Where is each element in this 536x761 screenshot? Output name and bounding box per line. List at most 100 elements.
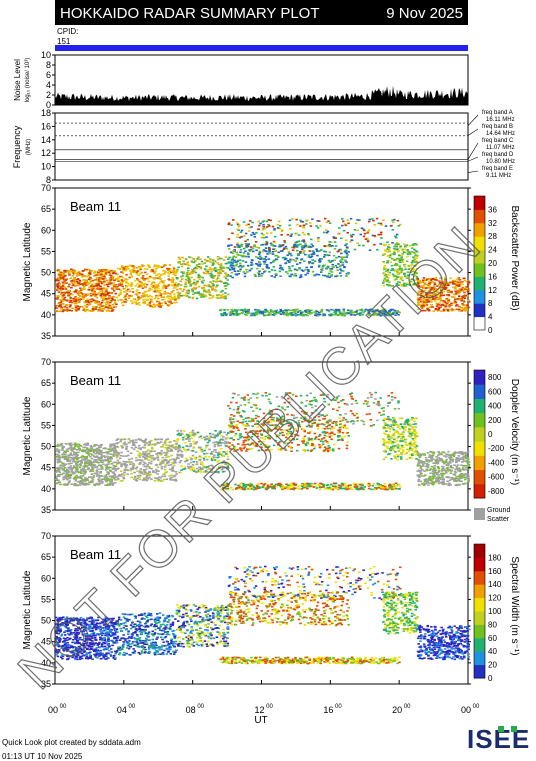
scatter-cell <box>383 272 386 275</box>
scatter-cell <box>129 273 133 275</box>
scatter-cell <box>180 295 183 297</box>
scatter-cell <box>194 451 198 453</box>
scatter-cell <box>301 231 305 234</box>
scatter-cell <box>84 477 87 479</box>
scatter-cell <box>393 218 396 221</box>
scatter-cell <box>106 302 110 304</box>
scatter-cell <box>272 248 275 250</box>
scatter-cell <box>380 231 383 234</box>
scatter-cell <box>187 463 190 465</box>
scatter-cell <box>121 285 124 288</box>
scatter-cell <box>444 277 447 279</box>
scatter-cell <box>166 267 169 270</box>
scatter-cell <box>176 284 180 287</box>
scatter-cell <box>336 436 340 438</box>
scatter-cell <box>65 477 68 479</box>
scatter-cell <box>227 248 231 250</box>
scatter-cell <box>310 312 314 314</box>
scatter-cell <box>264 259 268 261</box>
scatter-cell <box>173 474 177 477</box>
scatter-cell <box>366 232 369 234</box>
scatter-cell <box>111 298 115 301</box>
scatter-cell <box>167 292 170 295</box>
scatter-cell <box>280 429 283 431</box>
scatter-cell <box>81 458 84 461</box>
scatter-cell <box>290 233 293 235</box>
scatter-cell <box>142 455 145 458</box>
scatter-cell <box>87 476 91 478</box>
scatter-cell <box>309 312 313 314</box>
scatter-cell <box>156 455 160 457</box>
scatter-cell <box>105 306 108 309</box>
scatter-cell <box>90 293 94 295</box>
scatter-cell <box>247 223 250 226</box>
scatter-cell <box>463 310 467 312</box>
scatter-cell <box>322 431 325 434</box>
scatter-cell <box>397 281 400 283</box>
scatter-cell <box>60 293 63 296</box>
scatter-cell <box>132 466 135 468</box>
scatter-cell <box>199 293 202 295</box>
scatter-cell <box>120 465 123 468</box>
scatter-cell <box>90 465 93 467</box>
scatter-cell <box>135 441 138 444</box>
scatter-cell <box>203 436 206 438</box>
scatter-cell <box>95 473 99 475</box>
scatter-cell <box>59 301 62 304</box>
scatter-cell <box>187 292 190 295</box>
scatter-cell <box>133 476 137 479</box>
scatter-cell <box>98 453 101 455</box>
scatter-cell <box>110 307 113 309</box>
scatter-cell <box>290 447 293 449</box>
scatter-cell <box>325 254 329 256</box>
scatter-cell <box>224 277 228 280</box>
scatter-cell <box>229 313 233 315</box>
scatter-cell <box>77 270 81 273</box>
scatter-cell <box>436 285 439 287</box>
scatter-cell <box>236 223 240 226</box>
scatter-cell <box>205 291 208 293</box>
scatter-cell <box>327 309 330 312</box>
scatter-cell <box>105 269 109 271</box>
scatter-cell <box>299 310 302 312</box>
scatter-cell <box>218 453 221 455</box>
scatter-cell <box>273 241 276 244</box>
scatter-cell <box>192 286 196 289</box>
scatter-cell <box>65 278 68 280</box>
scatter-cell <box>70 446 73 448</box>
scatter-cell <box>65 299 69 302</box>
scatter-cell <box>84 461 87 464</box>
scatter-cell <box>163 458 167 461</box>
scatter-cell <box>201 287 204 289</box>
scatter-cell <box>320 310 323 312</box>
scatter-cell <box>89 280 93 283</box>
scatter-cell <box>247 230 251 232</box>
scatter-cell <box>460 306 463 309</box>
scatter-cell <box>211 275 214 277</box>
scatter-cell <box>400 255 403 257</box>
scatter-cell <box>420 290 424 293</box>
scatter-cell <box>256 432 259 435</box>
scatter-cell <box>251 221 254 224</box>
scatter-cell <box>153 264 157 267</box>
scatter-cell <box>199 456 203 459</box>
scatter-cell <box>59 276 63 279</box>
scatter-cell <box>383 308 387 311</box>
scatter-cell <box>326 450 330 453</box>
scatter-cell <box>283 241 287 244</box>
scatter-cell <box>214 471 218 473</box>
scatter-cell <box>405 283 409 286</box>
scatter-cell <box>61 446 64 449</box>
scatter-cell <box>317 273 321 276</box>
scatter-cell <box>190 261 194 263</box>
scatter-cell <box>219 280 222 282</box>
scatter-cell <box>460 299 463 302</box>
scatter-cell <box>273 235 277 238</box>
scatter-cell <box>143 454 146 456</box>
scatter-cell <box>96 287 99 290</box>
scatter-cell <box>415 261 419 263</box>
scatter-cell <box>91 477 94 479</box>
scatter-cell <box>138 292 141 294</box>
scatter-cell <box>82 279 85 281</box>
scatter-cell <box>321 427 325 430</box>
